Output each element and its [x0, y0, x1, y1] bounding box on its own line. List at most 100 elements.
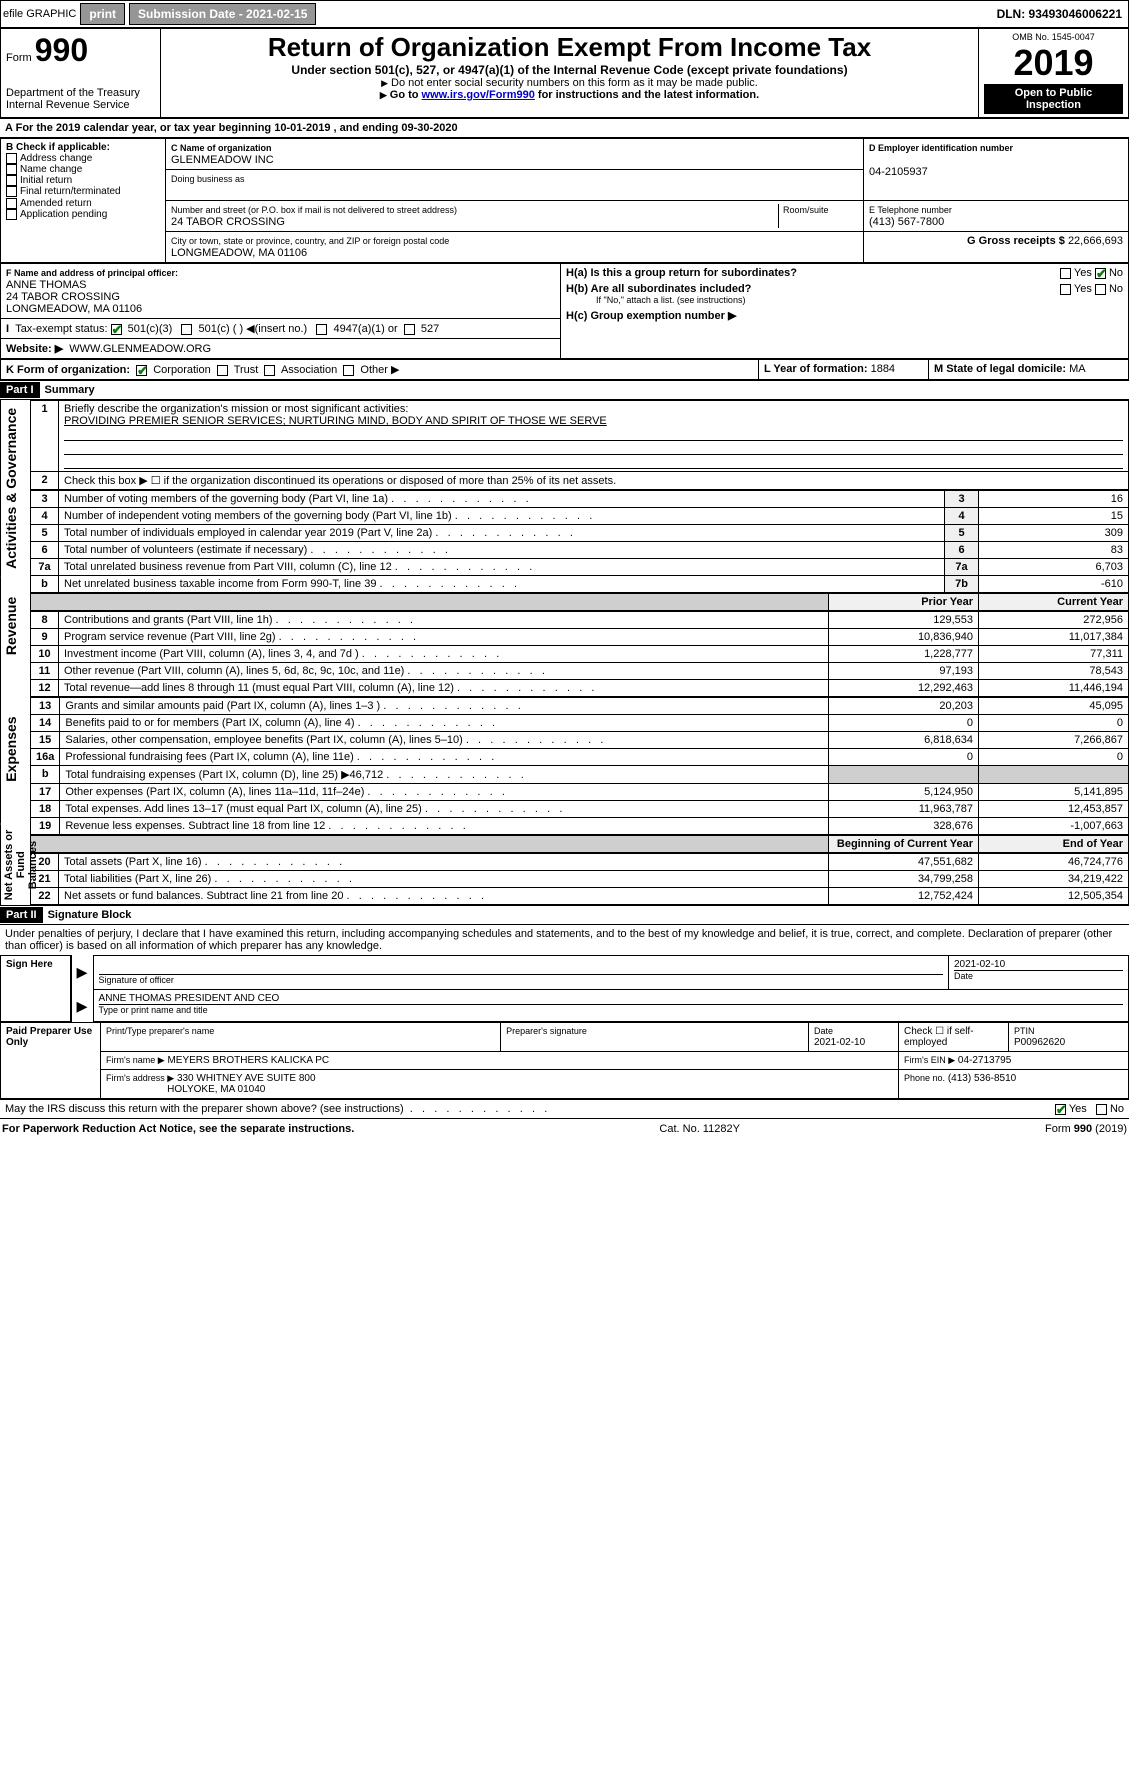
opt-address-change: Address change: [20, 153, 92, 164]
city-label: City or town, state or province, country…: [171, 236, 449, 246]
chk-4947[interactable]: [316, 324, 327, 335]
side-revenue: Revenue: [0, 577, 30, 675]
firm-ein-label: Firm's EIN ▶: [904, 1055, 955, 1065]
checkbox-final-return[interactable]: [6, 186, 17, 197]
omb-label: OMB No. 1545-0047: [984, 32, 1123, 42]
ha-no: No: [1109, 267, 1123, 279]
form990-link[interactable]: www.irs.gov/Form990: [422, 89, 535, 101]
chk-trust[interactable]: [217, 365, 228, 376]
discuss-yes-checkbox[interactable]: [1055, 1104, 1066, 1115]
efile-label: efile GRAPHIC: [3, 8, 76, 20]
checkbox-initial-return[interactable]: [6, 175, 17, 186]
street-address: 24 TABOR CROSSING: [171, 216, 285, 228]
firm-name-label: Firm's name ▶: [106, 1055, 165, 1065]
signature-table: Sign Here ▸ Signature of officer 2021-02…: [0, 955, 1129, 1022]
table-row: 10Investment income (Part VIII, column (…: [31, 646, 1129, 663]
checkbox-address-change[interactable]: [6, 153, 17, 164]
l1-label: Briefly describe the organization's miss…: [64, 403, 408, 415]
chk-assoc[interactable]: [264, 365, 275, 376]
addr-label: Number and street (or P.O. box if mail i…: [171, 205, 457, 215]
phone-value: (413) 567-7800: [869, 216, 944, 228]
ha-yes-checkbox[interactable]: [1060, 268, 1071, 279]
hb-no-checkbox[interactable]: [1095, 284, 1106, 295]
line-a-text: For the 2019 calendar year, or tax year …: [16, 122, 458, 134]
ein-value: 04-2105937: [869, 166, 928, 178]
officer-city: LONGMEADOW, MA 01106: [6, 303, 142, 315]
opt-initial-return: Initial return: [20, 175, 72, 186]
part-ii-title: Signature Block: [43, 906, 137, 924]
opt-501c: 501(c) ( ) ◀(insert no.): [199, 323, 308, 335]
domicile-label: M State of legal domicile:: [934, 363, 1066, 375]
part-i-hdr: Part I: [0, 382, 40, 398]
domicile-value: MA: [1069, 363, 1086, 375]
form-org-label: K Form of organization:: [6, 364, 130, 376]
opt-amended-return: Amended return: [20, 198, 92, 209]
col-prior: Prior Year: [829, 594, 979, 611]
year-formation: 1884: [871, 363, 895, 375]
opt-name-change: Name change: [20, 164, 82, 175]
checkbox-amended-return[interactable]: [6, 198, 17, 209]
opt-trust: Trust: [234, 364, 259, 376]
firm-name: MEYERS BROTHERS KALICKA PC: [167, 1055, 329, 1066]
l1-value: PROVIDING PREMIER SENIOR SERVICES; NURTU…: [64, 415, 607, 427]
chk-501c[interactable]: [181, 324, 192, 335]
hc-label: H(c) Group exemption number ▶: [566, 309, 1123, 322]
ha-yes: Yes: [1074, 267, 1092, 279]
ha-label: H(a) Is this a group return for subordin…: [566, 267, 797, 279]
col-current: Current Year: [979, 594, 1129, 611]
footer: For Paperwork Reduction Act Notice, see …: [0, 1118, 1129, 1139]
print-button[interactable]: print: [80, 3, 125, 25]
opt-corp: Corporation: [153, 364, 210, 376]
table-row: bTotal fundraising expenses (Part IX, co…: [31, 766, 1129, 784]
sig-officer-label: Signature of officer: [99, 975, 174, 985]
hb-yes: Yes: [1074, 283, 1092, 295]
note2-post: for instructions and the latest informat…: [535, 89, 759, 101]
pra-notice: For Paperwork Reduction Act Notice, see …: [2, 1123, 354, 1135]
gross-receipts-label: G Gross receipts $: [967, 235, 1065, 247]
firm-ein: 04-2713795: [958, 1055, 1011, 1066]
part-ii-hdr: Part II: [0, 907, 43, 923]
revenue-table: 8Contributions and grants (Part VIII, li…: [30, 611, 1129, 697]
firm-phone: (413) 536-8510: [948, 1073, 1016, 1084]
open-public-badge: Open to Public Inspection: [984, 84, 1123, 114]
ptin-label: PTIN: [1014, 1026, 1035, 1036]
tax-year: 2019: [984, 42, 1123, 84]
perjury-declaration: Under penalties of perjury, I declare th…: [0, 924, 1129, 955]
preparer-table: Paid Preparer Use Only Print/Type prepar…: [0, 1022, 1129, 1099]
ptin-value: P00962620: [1014, 1037, 1065, 1048]
opt-501c3: 501(c)(3): [128, 323, 173, 335]
box-b-label: B Check if applicable:: [6, 142, 110, 153]
chk-corp[interactable]: [136, 365, 147, 376]
note2-pre: Go to: [390, 89, 422, 101]
paid-preparer-label: Paid Preparer Use Only: [1, 1023, 101, 1099]
self-employed-check: Check ☐ if self-employed: [899, 1023, 1009, 1052]
chk-501c3[interactable]: [111, 324, 122, 335]
ha-no-checkbox[interactable]: [1095, 268, 1106, 279]
col-end: End of Year: [979, 836, 1129, 853]
col-begin: Beginning of Current Year: [829, 836, 979, 853]
hb-yes-checkbox[interactable]: [1060, 284, 1071, 295]
checkbox-name-change[interactable]: [6, 164, 17, 175]
table-row: 5Total number of individuals employed in…: [31, 525, 1129, 542]
table-row: 17Other expenses (Part IX, column (A), l…: [31, 784, 1129, 801]
hb-label: H(b) Are all subordinates included?: [566, 283, 751, 295]
discuss-label: May the IRS discuss this return with the…: [5, 1103, 404, 1115]
prep-name-label: Print/Type preparer's name: [106, 1026, 214, 1036]
sign-here-label: Sign Here: [1, 956, 71, 1022]
tax-exempt-label: Tax-exempt status:: [15, 323, 107, 335]
type-name-label: Type or print name and title: [99, 1005, 208, 1015]
chk-other[interactable]: [343, 365, 354, 376]
officer-name: ANNE THOMAS: [6, 279, 86, 291]
tax-status-label: I: [6, 323, 9, 335]
discuss-no-checkbox[interactable]: [1096, 1104, 1107, 1115]
table-row: 8Contributions and grants (Part VIII, li…: [31, 612, 1129, 629]
table-row: 4Number of independent voting members of…: [31, 508, 1129, 525]
firm-addr: 330 WHITNEY AVE SUITE 800: [177, 1073, 316, 1084]
hb-note: If "No," attach a list. (see instruction…: [566, 295, 1123, 305]
discuss-yes: Yes: [1069, 1103, 1087, 1115]
checkbox-application-pending[interactable]: [6, 209, 17, 220]
prep-sig-label: Preparer's signature: [506, 1026, 587, 1036]
chk-527[interactable]: [404, 324, 415, 335]
submission-date: Submission Date - 2021-02-15: [129, 3, 316, 25]
phone-label: E Telephone number: [869, 205, 952, 215]
